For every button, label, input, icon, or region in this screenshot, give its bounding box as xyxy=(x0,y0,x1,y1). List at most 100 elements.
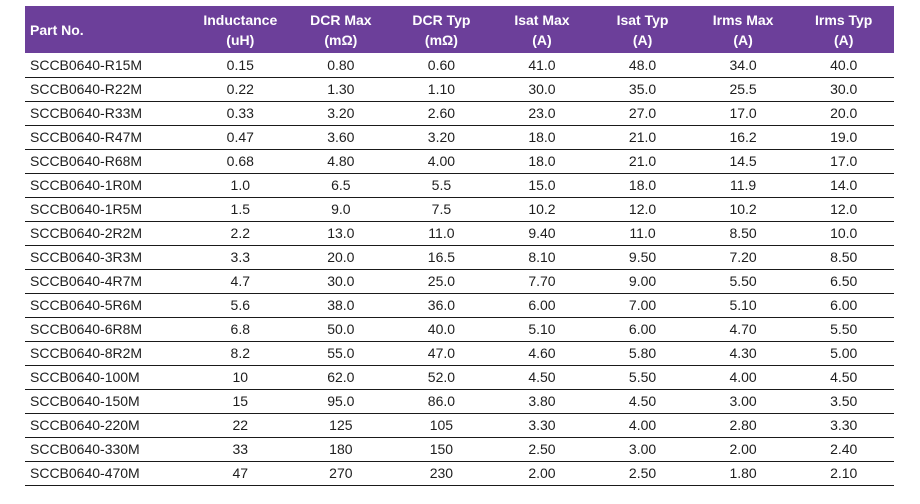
value-cell: 21.0 xyxy=(592,149,693,174)
column-unit: (A) xyxy=(733,31,753,48)
value-cell: 16.5 xyxy=(391,245,492,270)
column-label: Isat Max xyxy=(514,11,570,28)
table-header: Part No. Inductance (uH) DCR Max (mΩ) DCR Typ… xyxy=(25,6,894,53)
value-cell: 3.60 xyxy=(290,125,392,150)
value-cell: 4.80 xyxy=(290,149,392,174)
value-cell: 3.20 xyxy=(391,125,492,150)
value-cell: 40.0 xyxy=(391,317,492,342)
value-cell: 18.0 xyxy=(592,173,693,198)
value-cell: 4.50 xyxy=(491,365,593,390)
value-cell: 230 xyxy=(391,461,492,486)
value-cell: 2.10 xyxy=(793,461,894,486)
part-number-cell: SCCB0640-1R0M xyxy=(25,173,190,198)
value-cell: 1.5 xyxy=(190,197,291,222)
table-row: SCCB0640-100M 10 62.0 52.0 4.50 5.50 4.00 4.50 xyxy=(25,365,894,390)
column-unit: (A) xyxy=(833,31,854,48)
value-cell: 6.50 xyxy=(793,269,894,294)
part-number-cell: SCCB0640-330M xyxy=(25,437,190,462)
value-cell: 4.7 xyxy=(190,269,291,294)
value-cell: 33 xyxy=(190,437,291,462)
value-cell: 3.30 xyxy=(491,413,593,438)
value-cell: 4.00 xyxy=(391,149,492,174)
value-cell: 52.0 xyxy=(391,365,492,390)
column-unit: (A) xyxy=(532,31,552,48)
table-row: SCCB0640-330M 33 180 150 2.50 3.00 2.00 2.40 xyxy=(25,437,894,462)
value-cell: 34.0 xyxy=(692,53,794,78)
table-row: SCCB0640-5R6M 5.6 38.0 36.0 6.00 7.00 5.10 6.00 xyxy=(25,293,894,318)
value-cell: 11.9 xyxy=(692,173,794,198)
part-number-cell: SCCB0640-150M xyxy=(25,389,190,414)
value-cell: 5.50 xyxy=(793,317,894,342)
value-cell: 40.0 xyxy=(793,53,894,78)
column-header-dcr-max: DCR Max (mΩ) xyxy=(290,6,392,53)
inductor-spec-table: Part No. Inductance (uH) DCR Max (mΩ) DCR Typ… xyxy=(25,6,894,486)
table-row: SCCB0640-8R2M 8.2 55.0 47.0 4.60 5.80 4.30 5.00 xyxy=(25,341,894,366)
value-cell: 5.50 xyxy=(592,365,693,390)
value-cell: 9.50 xyxy=(592,245,693,270)
value-cell: 4.70 xyxy=(692,317,794,342)
column-header-part-no: Part No. xyxy=(25,6,190,53)
value-cell: 17.0 xyxy=(692,101,794,126)
value-cell: 2.60 xyxy=(391,101,492,126)
value-cell: 55.0 xyxy=(290,341,392,366)
part-number-cell: SCCB0640-5R6M xyxy=(25,293,190,318)
value-cell: 2.2 xyxy=(190,221,291,246)
value-cell: 2.40 xyxy=(793,437,894,462)
value-cell: 13.0 xyxy=(290,221,392,246)
value-cell: 125 xyxy=(290,413,392,438)
value-cell: 20.0 xyxy=(793,101,894,126)
column-header-irms-max: Irms Max (A) xyxy=(692,6,794,53)
part-number-cell: SCCB0640-R68M xyxy=(25,149,190,174)
value-cell: 15 xyxy=(190,389,291,414)
value-cell: 0.47 xyxy=(190,125,291,150)
value-cell: 14.5 xyxy=(692,149,794,174)
value-cell: 0.68 xyxy=(190,149,291,174)
value-cell: 180 xyxy=(290,437,392,462)
value-cell: 8.50 xyxy=(692,221,794,246)
part-number-cell: SCCB0640-2R2M xyxy=(25,221,190,246)
table-row: SCCB0640-150M 15 95.0 86.0 3.80 4.50 3.00 3.50 xyxy=(25,389,894,414)
value-cell: 3.30 xyxy=(793,413,894,438)
value-cell: 10.2 xyxy=(491,197,593,222)
value-cell: 27.0 xyxy=(592,101,693,126)
value-cell: 0.60 xyxy=(391,53,492,78)
value-cell: 4.00 xyxy=(692,365,794,390)
value-cell: 4.50 xyxy=(592,389,693,414)
value-cell: 48.0 xyxy=(592,53,693,78)
value-cell: 2.00 xyxy=(692,437,794,462)
table-row: SCCB0640-R47M 0.47 3.60 3.20 18.0 21.0 16.2 19.… xyxy=(25,125,894,150)
value-cell: 47.0 xyxy=(391,341,492,366)
value-cell: 6.00 xyxy=(793,293,894,318)
table-row: SCCB0640-R22M 0.22 1.30 1.10 30.0 35.0 25.5 30.… xyxy=(25,77,894,102)
value-cell: 12.0 xyxy=(592,197,693,222)
table-row: SCCB0640-4R7M 4.7 30.0 25.0 7.70 9.00 5.50 6.50 xyxy=(25,269,894,294)
column-label: Irms Typ xyxy=(815,11,873,28)
table-row: SCCB0640-3R3M 3.3 20.0 16.5 8.10 9.50 7.20 8.50 xyxy=(25,245,894,270)
value-cell: 86.0 xyxy=(391,389,492,414)
value-cell: 9.0 xyxy=(290,197,392,222)
value-cell: 3.00 xyxy=(592,437,693,462)
value-cell: 3.50 xyxy=(793,389,894,414)
column-header-isat-max: Isat Max (A) xyxy=(491,6,593,53)
value-cell: 105 xyxy=(391,413,492,438)
value-cell: 3.80 xyxy=(491,389,593,414)
value-cell: 47 xyxy=(190,461,291,486)
part-number-cell: SCCB0640-1R5M xyxy=(25,197,190,222)
column-header-dcr-typ: DCR Typ (mΩ) xyxy=(391,6,492,53)
spec-table-wrap: Part No. Inductance (uH) DCR Max (mΩ) DCR Typ… xyxy=(25,6,894,486)
column-header-inductance: Inductance (uH) xyxy=(190,6,291,53)
value-cell: 5.00 xyxy=(793,341,894,366)
value-cell: 2.80 xyxy=(692,413,794,438)
part-number-cell: SCCB0640-220M xyxy=(25,413,190,438)
value-cell: 8.50 xyxy=(793,245,894,270)
value-cell: 4.60 xyxy=(491,341,593,366)
value-cell: 11.0 xyxy=(391,221,492,246)
value-cell: 10 xyxy=(190,365,291,390)
part-number-cell: SCCB0640-470M xyxy=(25,461,190,486)
value-cell: 22 xyxy=(190,413,291,438)
column-label: Inductance xyxy=(203,11,278,28)
column-label: Isat Typ xyxy=(616,11,669,28)
value-cell: 23.0 xyxy=(491,101,593,126)
value-cell: 0.22 xyxy=(190,77,291,102)
value-cell: 15.0 xyxy=(491,173,593,198)
